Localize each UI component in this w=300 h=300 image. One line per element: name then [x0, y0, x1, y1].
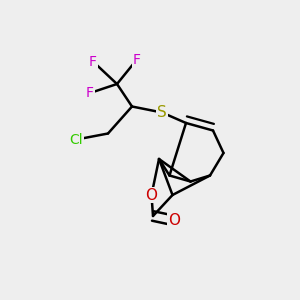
Text: O: O — [146, 188, 158, 202]
Text: F: F — [89, 55, 97, 68]
Text: S: S — [157, 105, 167, 120]
Text: F: F — [86, 86, 94, 100]
Text: Cl: Cl — [70, 133, 83, 146]
Text: F: F — [133, 53, 140, 67]
Text: O: O — [168, 213, 180, 228]
